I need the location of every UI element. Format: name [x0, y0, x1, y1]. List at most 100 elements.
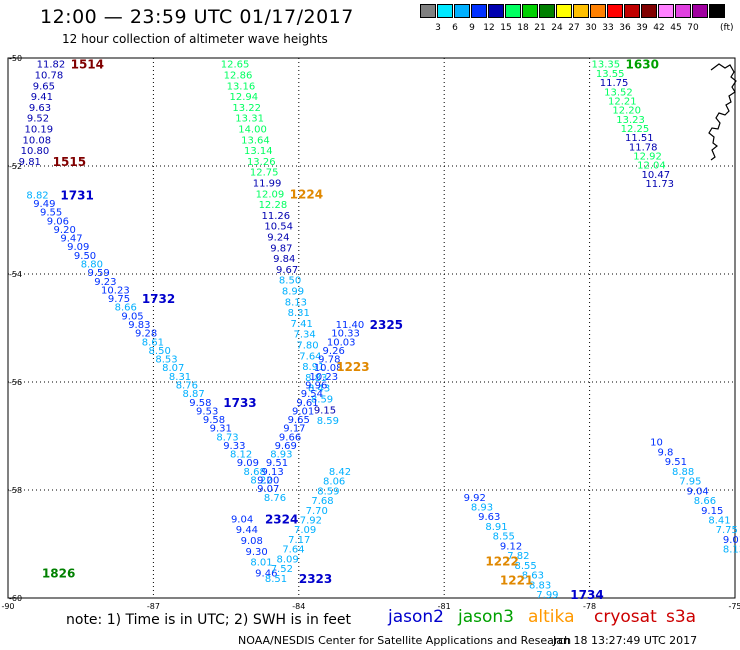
- color-scale-unit: (ft): [720, 23, 734, 33]
- wave-height-value: 8.53: [155, 355, 177, 366]
- wave-height-value: 11.82: [37, 60, 66, 71]
- color-scale-label: 24: [551, 23, 563, 33]
- wave-height-value: 8.59: [311, 395, 333, 406]
- wave-height-value: 8.31: [288, 308, 310, 319]
- color-swatch: [641, 4, 657, 18]
- wave-height-value: 9.49: [33, 199, 55, 210]
- color-swatch: [556, 4, 572, 18]
- color-swatch: [709, 4, 725, 18]
- wave-height-value: 13.16: [227, 81, 256, 92]
- wave-height-value: 12.92: [633, 152, 662, 163]
- wave-height-value: 8.93: [270, 450, 292, 461]
- wave-height-value: 9.33: [223, 441, 245, 452]
- color-swatch: [420, 4, 436, 18]
- wave-height-value: 9.69: [275, 441, 297, 452]
- color-swatch: [471, 4, 487, 18]
- wave-height-value: 10.23: [309, 372, 338, 383]
- y-tick-label: -56: [9, 378, 22, 387]
- wave-height-value: 11.40: [336, 320, 365, 331]
- chart-title: 12:00 — 23:59 UTC 01/17/2017: [40, 6, 354, 28]
- wave-height-value: 7.99: [536, 590, 558, 601]
- wave-height-value: 9.63: [478, 512, 500, 523]
- color-scale-label: 36: [619, 23, 631, 33]
- generation-timestamp: Jan 18 13:27:49 UTC 2017: [553, 634, 698, 647]
- wave-height-value: 10.19: [24, 125, 53, 136]
- wave-height-value: 8.61: [142, 337, 164, 348]
- plot-frame: [7, 57, 736, 599]
- wave-height-value: 11.26: [261, 211, 290, 222]
- wave-height-value: 13.26: [247, 157, 276, 168]
- wave-height-value: 8.09: [277, 554, 299, 565]
- wave-height-value: 13.55: [596, 69, 625, 80]
- wave-height-value: 9.01: [723, 535, 740, 546]
- wave-height-value: 9.04: [231, 514, 253, 525]
- x-tick-label: -84: [292, 602, 305, 611]
- color-swatch: [522, 4, 538, 18]
- wave-height-value: 8.42: [329, 467, 351, 478]
- wave-height-value: 7.64: [282, 545, 304, 556]
- wave-height-value: 10.33: [331, 329, 360, 340]
- color-scale-label: 15: [500, 23, 512, 33]
- color-swatch: [607, 4, 623, 18]
- wave-height-value: 7.75: [716, 525, 738, 536]
- wave-height-value: 9.51: [266, 458, 288, 469]
- wave-height-value: 8.55: [514, 561, 536, 572]
- track-time-label: 2324: [265, 512, 298, 526]
- wave-height-value: 8.76: [264, 493, 286, 504]
- color-scale-label: 45: [670, 23, 682, 33]
- wave-height-value: 9.17: [283, 424, 305, 435]
- credit-line: NOAA/NESDIS Center for Satellite Applica…: [238, 634, 572, 647]
- wave-height-value: 8.51: [265, 574, 287, 585]
- x-tick-label: -75: [728, 602, 740, 611]
- wave-height-value: 12.28: [259, 200, 288, 211]
- wave-height-value: 12.65: [221, 60, 250, 71]
- wave-height-value: 9.09: [67, 242, 89, 253]
- wave-height-value: 10: [650, 438, 663, 449]
- wave-height-value: 7.52: [271, 564, 293, 575]
- wave-height-value: 12.04: [637, 161, 666, 172]
- track-time-label: 1224: [290, 187, 323, 201]
- color-swatch: [454, 4, 470, 18]
- wave-height-value: 9.58: [203, 415, 225, 426]
- wave-height-value: 8.66: [694, 496, 716, 507]
- wave-height-value: 9.15: [314, 405, 336, 416]
- wave-height-value: 9.87: [270, 243, 292, 254]
- color-swatch: [437, 4, 453, 18]
- wave-height-value: 11.99: [253, 179, 282, 190]
- color-scale-label: 39: [636, 23, 648, 33]
- wave-height-value: 7.34: [293, 330, 315, 341]
- wave-height-value: 10.08: [314, 363, 343, 374]
- color-scale-label: 21: [534, 23, 546, 33]
- wave-height-value: 7.64: [299, 351, 321, 362]
- wave-height-value: 13.35: [592, 60, 621, 71]
- wave-height-value: 12.86: [224, 71, 253, 82]
- y-tick-label: -60: [9, 594, 22, 603]
- color-scale-label: 12: [483, 23, 495, 33]
- wave-height-value: 8.12: [230, 450, 252, 461]
- wave-height-value: 9.83: [128, 320, 150, 331]
- wave-height-value: 9.46: [255, 568, 277, 579]
- wave-height-value: 8.59: [317, 416, 339, 427]
- satellite-legend-cryosat: cryosat: [594, 607, 657, 627]
- wave-height-value: 9.54: [301, 389, 323, 400]
- track-time-label: 1221: [500, 574, 533, 588]
- wave-height-value: 8.41: [708, 515, 730, 526]
- wave-height-value: 9.78: [318, 355, 340, 366]
- wave-height-value: 13.22: [232, 103, 261, 114]
- wave-height-value: 9.24: [267, 233, 289, 244]
- track-time-label: 1734: [570, 588, 603, 602]
- coastline-path: [708, 63, 737, 161]
- color-scale-label: 42: [653, 23, 665, 33]
- wave-height-value: 11.75: [600, 78, 629, 89]
- color-swatch: [692, 4, 708, 18]
- wave-height-value: 8.22: [250, 476, 272, 487]
- wave-height-value: 9.13: [261, 467, 283, 478]
- satellite-legend-jason3: jason3: [458, 607, 514, 627]
- track-time-label: 2323: [299, 572, 332, 586]
- wave-height-points: 11.8210.789.659.419.639.5210.1910.0810.8…: [19, 60, 740, 601]
- plot-border: [7, 57, 736, 599]
- wave-height-value: 7.09: [294, 525, 316, 536]
- wave-height-value: 8.31: [169, 372, 191, 383]
- track-time-label: 1733: [223, 396, 256, 410]
